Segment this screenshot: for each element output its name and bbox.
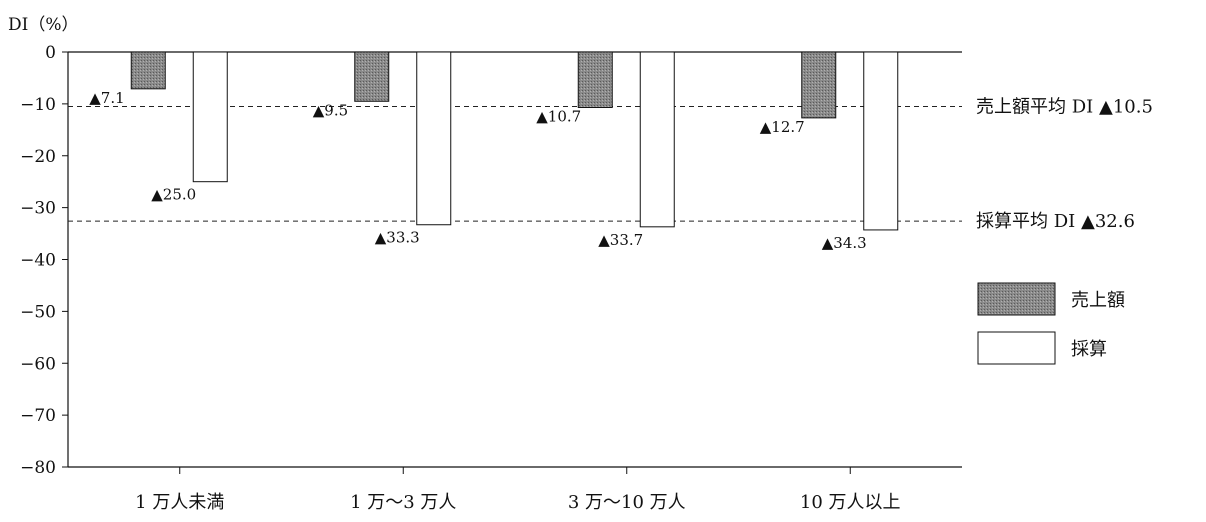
bar [863, 51, 899, 231]
legend-label: 売上額 [1071, 290, 1125, 311]
data-label: ▲25.0 [151, 186, 196, 204]
y-tick-label: −80 [20, 458, 56, 478]
legend-swatch [977, 331, 1056, 365]
legend-label: 採算 [1071, 339, 1107, 360]
bar [130, 51, 166, 90]
reference-line-label: 売上額平均 DI ▲10.5 [976, 96, 1153, 117]
x-tick-label: 1 万～3 万人 [350, 492, 456, 513]
y-axis-label: DI（%） [8, 15, 79, 35]
bar [416, 51, 452, 226]
legend-swatch [977, 282, 1056, 316]
y-tick-label: −10 [20, 95, 56, 115]
data-label: ▲9.5 [313, 101, 348, 119]
y-tick-label: −30 [20, 199, 56, 219]
y-tick-label: −50 [20, 302, 56, 322]
bar [577, 51, 613, 109]
y-tick-label: −70 [20, 406, 56, 426]
x-tick-label: 3 万～10 万人 [568, 492, 686, 513]
y-tick-label: −20 [20, 147, 56, 167]
bars [130, 51, 899, 231]
data-label: ▲34.3 [822, 234, 867, 252]
y-tick-label: −60 [20, 354, 56, 374]
data-label: ▲33.3 [375, 229, 420, 247]
axes: DI（%） 0 −10 −20 −30 −40 −50 −60 −70 −80 1 万人未満 1 万～… [8, 15, 962, 513]
y-tick-label: 0 [45, 43, 56, 63]
bar [639, 51, 675, 228]
bar [192, 51, 228, 183]
reference-line-label: 採算平均 DI ▲32.6 [976, 211, 1135, 232]
x-tick-label: 1 万人未満 [135, 492, 224, 513]
reference-labels: 売上額平均 DI ▲10.5 採算平均 DI ▲32.6 [976, 96, 1153, 232]
data-labels: ▲7.1 ▲25.0 ▲9.5 ▲33.3 ▲10.7 ▲33.7 ▲12.7 ▲34.3 [89, 89, 866, 252]
data-label: ▲7.1 [89, 89, 124, 107]
bar [801, 51, 837, 119]
x-tick-label: 10 万人以上 [800, 492, 901, 513]
y-tick-label: −40 [20, 251, 56, 271]
data-label: ▲12.7 [760, 118, 805, 136]
data-label: ▲33.7 [598, 231, 643, 249]
bar [354, 51, 390, 102]
data-label: ▲10.7 [536, 108, 581, 126]
